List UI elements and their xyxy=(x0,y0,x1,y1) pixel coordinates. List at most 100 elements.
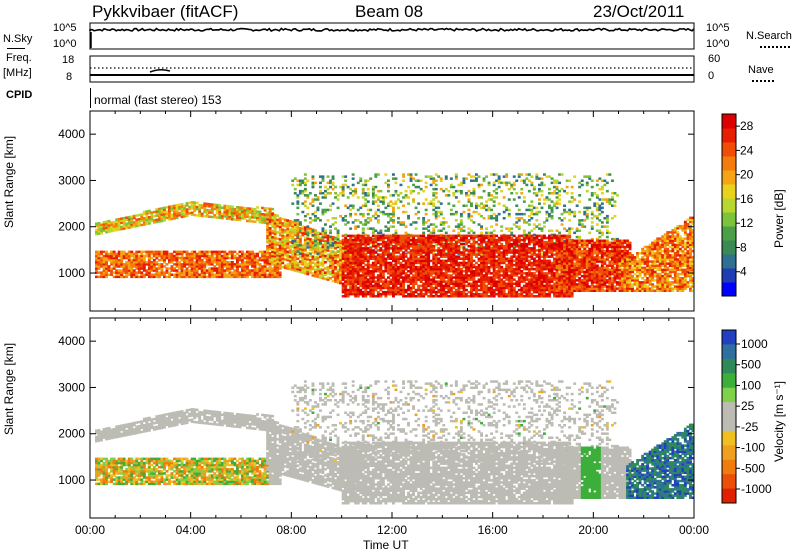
power-cell xyxy=(213,256,217,260)
power-cell xyxy=(137,258,141,262)
power-cell xyxy=(241,252,244,256)
power-cell xyxy=(356,242,360,246)
power-cell xyxy=(565,210,569,214)
power-cell xyxy=(387,214,390,218)
power-cell xyxy=(288,249,292,252)
power-cell xyxy=(505,257,509,260)
power-cell xyxy=(220,214,224,218)
power-cell xyxy=(475,247,478,250)
power-cell xyxy=(321,229,325,232)
power-cell xyxy=(137,271,141,274)
power-cell xyxy=(102,258,106,262)
power-cell xyxy=(407,173,410,176)
power-cell xyxy=(298,268,302,272)
power-cell xyxy=(256,206,259,209)
power-cell xyxy=(266,215,270,219)
power-cell xyxy=(293,238,297,241)
power-cell xyxy=(140,254,144,258)
power-cell xyxy=(336,198,340,201)
power-cell xyxy=(512,263,516,267)
power-cell xyxy=(505,206,509,210)
power-cell xyxy=(266,269,270,272)
power-cell xyxy=(389,278,393,281)
power-cell xyxy=(404,189,408,193)
power-cell xyxy=(225,207,229,210)
power-cell xyxy=(273,257,277,260)
power-cell xyxy=(271,242,275,245)
power-cell xyxy=(399,200,403,203)
power-cell xyxy=(205,263,209,266)
power-cell xyxy=(560,173,564,176)
power-cell xyxy=(427,295,431,298)
power-cell xyxy=(107,252,111,256)
power-cell xyxy=(233,275,237,279)
power-cell xyxy=(439,259,443,263)
power-cell xyxy=(301,250,305,254)
power-cell xyxy=(160,263,164,266)
power-cell xyxy=(180,209,184,212)
power-cell xyxy=(251,265,254,268)
power-cell xyxy=(364,204,368,207)
power-cell xyxy=(298,183,302,187)
power-cell xyxy=(278,240,282,243)
power-cell xyxy=(356,286,360,290)
power-cell xyxy=(392,208,395,212)
power-cell xyxy=(135,271,139,274)
power-cell xyxy=(195,267,199,270)
power-cell xyxy=(331,223,335,226)
power-cell xyxy=(402,210,405,214)
power-cell xyxy=(447,189,451,193)
power-cell xyxy=(495,292,499,296)
power-cell xyxy=(246,258,249,262)
power-cell xyxy=(185,212,189,215)
power-cell xyxy=(341,261,345,265)
power-cell xyxy=(298,247,302,251)
power-cell xyxy=(246,263,249,266)
power-cell xyxy=(301,179,305,182)
power-cell xyxy=(97,267,101,270)
power-cell xyxy=(459,267,463,271)
power-cell xyxy=(429,259,433,263)
power-cell xyxy=(447,274,451,277)
power-cell xyxy=(573,231,577,235)
power-cell xyxy=(105,228,108,232)
power-cell xyxy=(223,269,227,272)
power-cell xyxy=(258,219,262,222)
power-cell xyxy=(110,273,113,276)
power-cell xyxy=(444,259,448,263)
power-cell xyxy=(354,187,358,191)
power-cell xyxy=(286,231,290,235)
power-cell xyxy=(251,214,254,217)
power-cell xyxy=(316,236,320,239)
power-cell xyxy=(387,276,390,279)
power-cell xyxy=(319,192,322,195)
power-cell xyxy=(288,230,292,233)
power-cell xyxy=(306,206,310,210)
power-cell xyxy=(155,275,159,279)
power-cell xyxy=(429,175,433,178)
power-cell xyxy=(165,206,169,209)
power-cell xyxy=(236,214,239,217)
power-cell xyxy=(475,261,478,265)
power-cell xyxy=(495,192,499,195)
power-cell xyxy=(278,217,282,220)
power-cell xyxy=(555,200,559,203)
power-cell xyxy=(399,223,403,226)
power-cell xyxy=(268,231,272,234)
power-cell xyxy=(298,239,302,242)
power-cell xyxy=(580,179,584,182)
power-cell xyxy=(140,271,144,274)
power-cell xyxy=(263,269,267,272)
power-cell xyxy=(522,196,526,199)
power-cell xyxy=(200,250,204,254)
power-cell xyxy=(351,206,355,210)
power-cell xyxy=(522,229,526,232)
power-cell xyxy=(449,183,453,187)
power-cell xyxy=(329,192,332,195)
power-cell xyxy=(321,237,325,240)
power-cell xyxy=(472,210,476,214)
power-cell xyxy=(316,231,320,235)
power-cell xyxy=(392,221,395,224)
power-cell xyxy=(298,179,302,182)
power-cell xyxy=(110,250,113,254)
